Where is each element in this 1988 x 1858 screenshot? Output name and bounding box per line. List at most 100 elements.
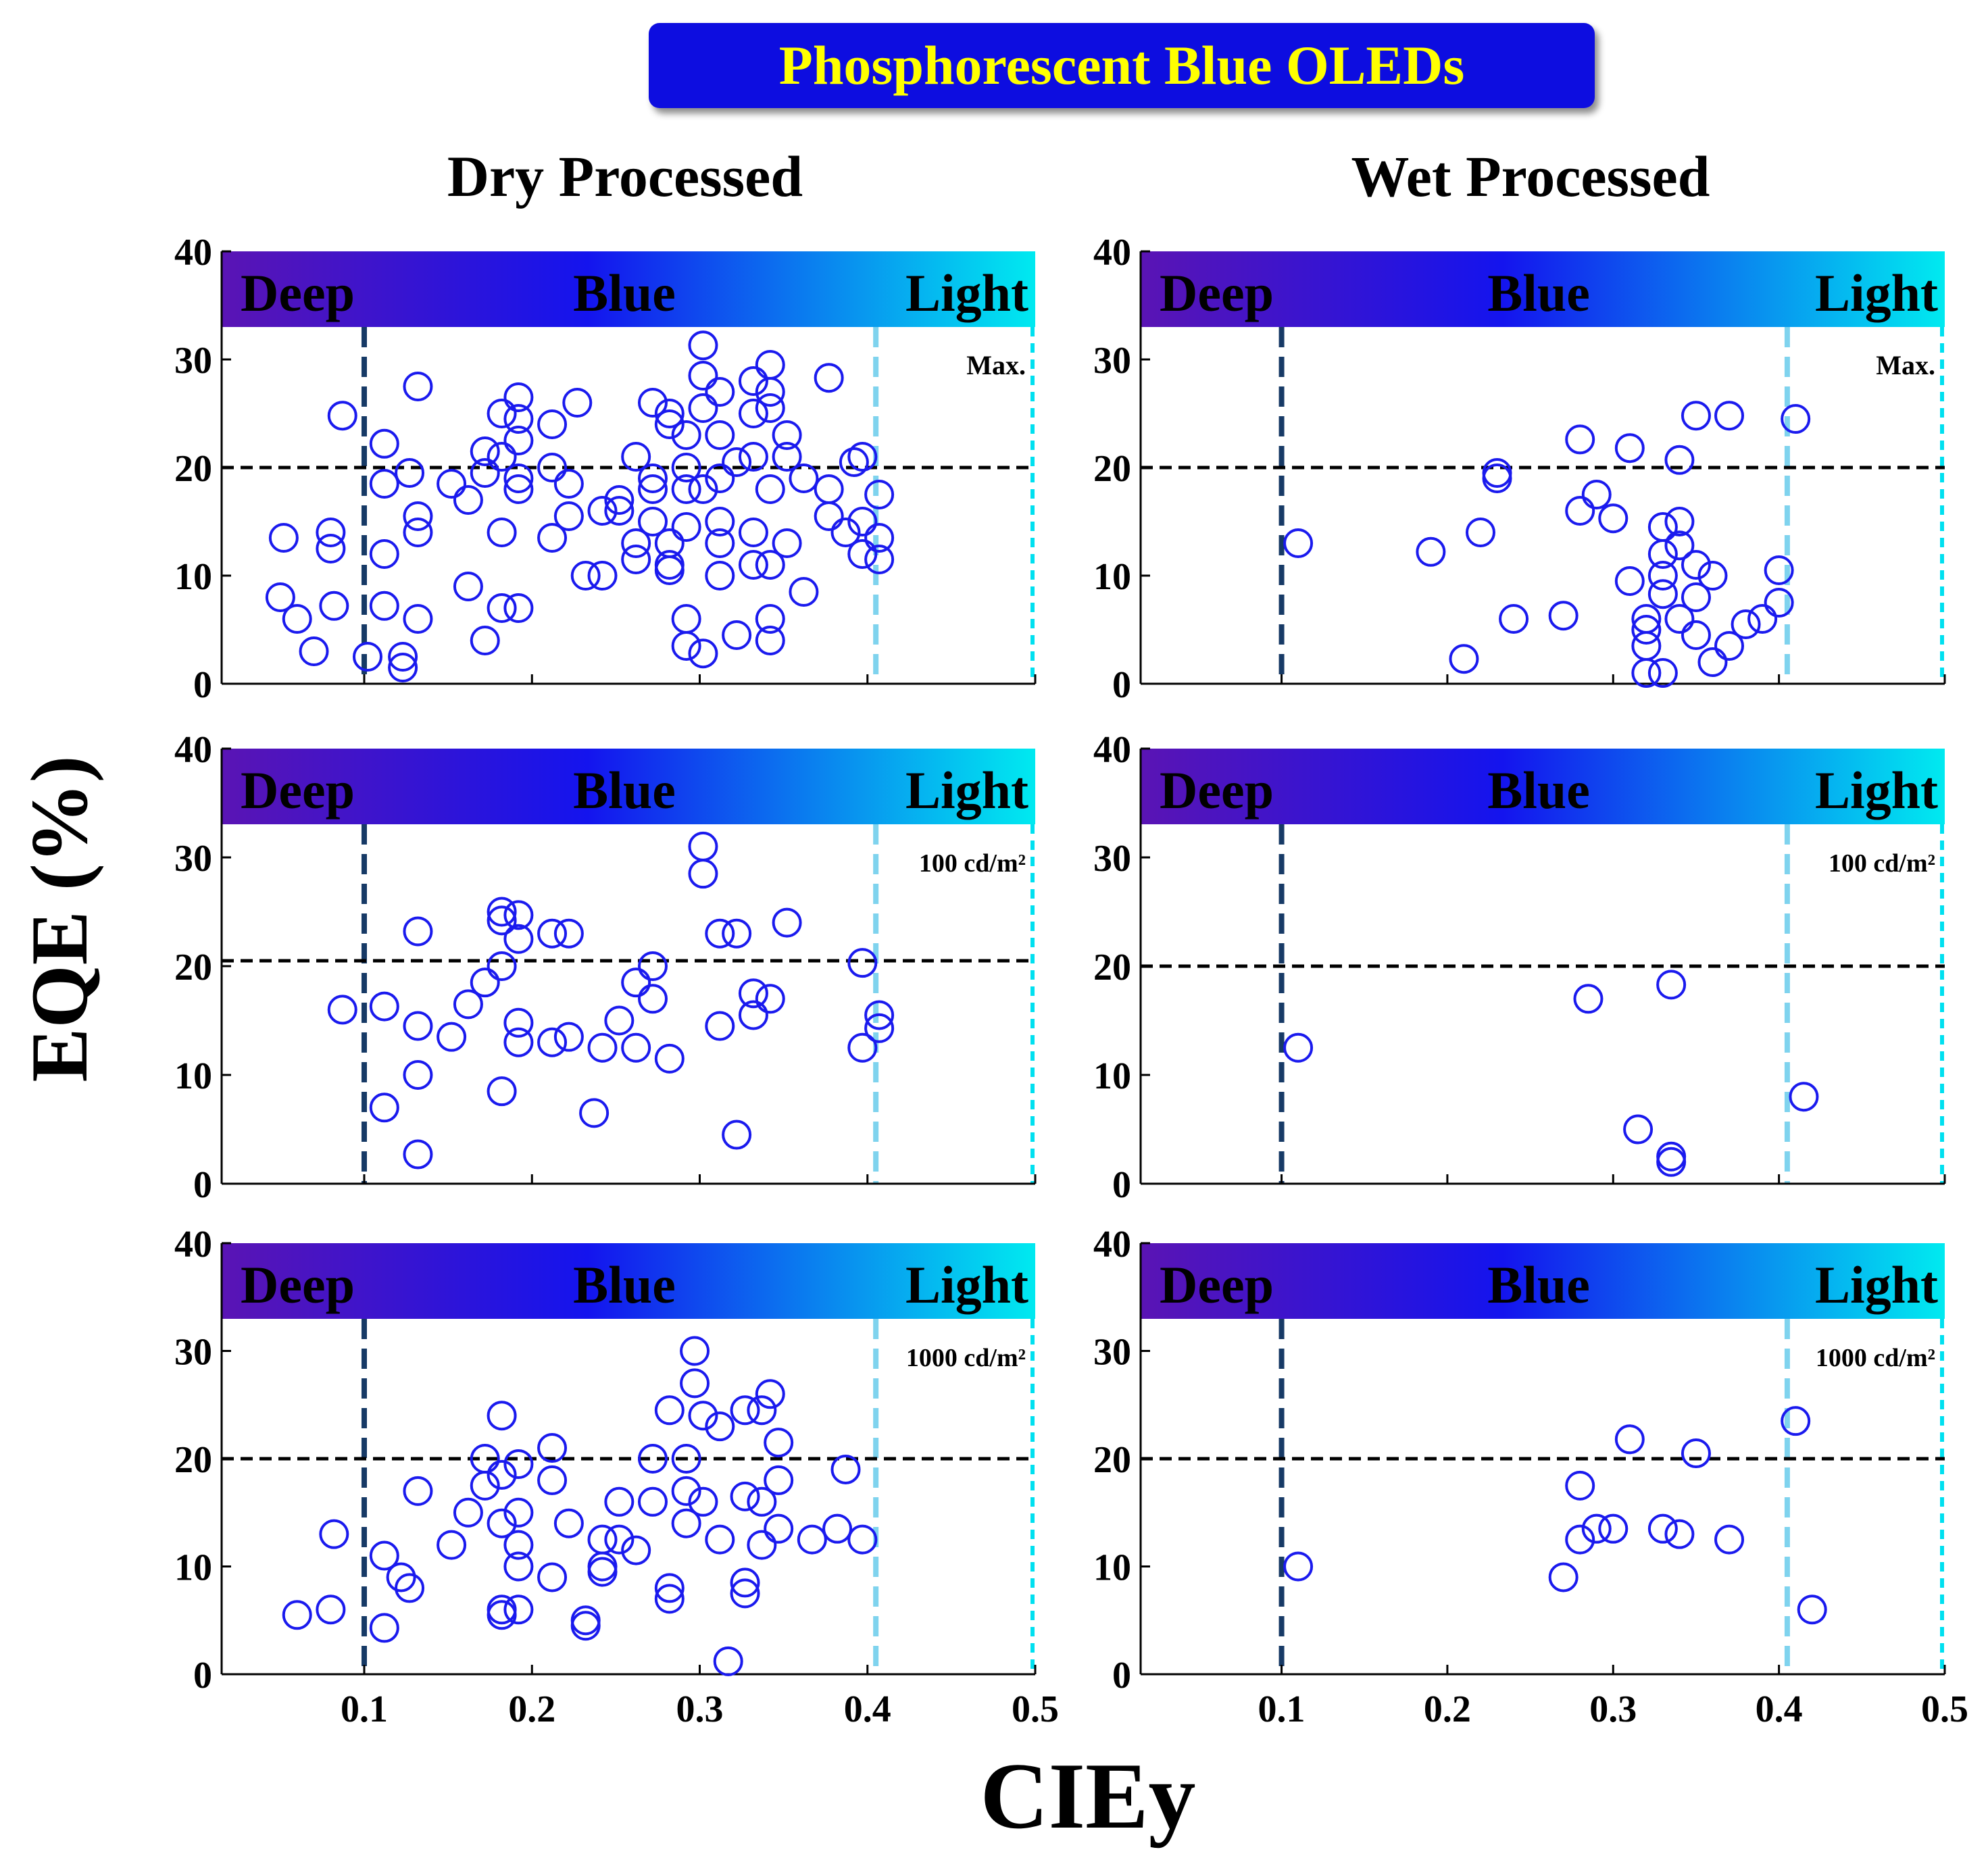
y-axis-label: EQE (%) bbox=[14, 755, 104, 1082]
x-tick-label: 0.2 bbox=[1424, 1688, 1471, 1730]
data-point bbox=[864, 1000, 895, 1030]
data-point bbox=[403, 1139, 433, 1170]
data-point bbox=[1664, 604, 1695, 634]
data-point bbox=[487, 518, 517, 547]
data-point bbox=[722, 620, 752, 650]
y-tick-label: 30 bbox=[1093, 838, 1131, 880]
data-point bbox=[1465, 518, 1495, 547]
data-point bbox=[1598, 503, 1629, 534]
data-point bbox=[621, 968, 651, 998]
data-point bbox=[847, 1032, 878, 1063]
data-point bbox=[797, 1524, 827, 1555]
data-point bbox=[1614, 433, 1645, 463]
data-point bbox=[316, 518, 346, 547]
data-point bbox=[764, 1428, 794, 1458]
data-point bbox=[755, 393, 785, 423]
data-point bbox=[864, 523, 895, 553]
data-point bbox=[403, 1060, 433, 1090]
data-point bbox=[403, 372, 433, 401]
data-point bbox=[503, 900, 534, 930]
color-band bbox=[222, 1243, 1035, 1319]
data-point bbox=[671, 631, 701, 661]
data-point bbox=[503, 1027, 534, 1057]
data-point bbox=[830, 1454, 861, 1484]
data-point bbox=[537, 453, 568, 482]
data-point bbox=[1573, 984, 1604, 1014]
y-tick-label: 20 bbox=[1093, 448, 1131, 490]
data-point bbox=[1714, 401, 1745, 431]
data-point bbox=[403, 1476, 433, 1506]
data-point bbox=[654, 1584, 685, 1614]
data-point bbox=[1647, 1513, 1678, 1544]
data-point bbox=[772, 528, 802, 558]
x-tick-label: 0.5 bbox=[1012, 1688, 1059, 1730]
data-point bbox=[470, 458, 500, 488]
data-point bbox=[1781, 404, 1811, 434]
data-point bbox=[403, 1011, 433, 1041]
data-point bbox=[487, 442, 517, 472]
data-point bbox=[327, 995, 357, 1025]
y-tick-label: 20 bbox=[174, 1439, 212, 1481]
data-point bbox=[470, 1470, 500, 1501]
x-tick-label: 0.3 bbox=[676, 1688, 724, 1730]
data-point bbox=[1731, 609, 1761, 639]
data-point bbox=[772, 420, 802, 450]
data-point bbox=[654, 409, 685, 439]
data-point bbox=[814, 501, 844, 531]
data-point bbox=[705, 1411, 735, 1442]
data-point bbox=[688, 1401, 718, 1431]
band-label-blue: Blue bbox=[573, 263, 676, 322]
data-point bbox=[671, 1444, 701, 1474]
data-point bbox=[671, 474, 701, 504]
x-tick-label: 0.5 bbox=[1921, 1688, 1968, 1730]
band-label-light: Light bbox=[905, 263, 1028, 322]
data-point bbox=[688, 474, 718, 504]
data-point bbox=[403, 916, 433, 947]
data-point bbox=[772, 907, 802, 938]
data-point bbox=[453, 989, 483, 1020]
data-point bbox=[604, 1524, 635, 1555]
data-point bbox=[553, 1022, 584, 1052]
data-point bbox=[637, 951, 668, 981]
y-tick-label: 40 bbox=[1093, 1224, 1131, 1265]
data-point bbox=[487, 905, 517, 936]
data-point bbox=[282, 604, 312, 634]
color-band bbox=[1141, 749, 1945, 824]
data-point bbox=[1681, 620, 1711, 650]
data-point bbox=[352, 642, 382, 672]
data-point bbox=[747, 1530, 777, 1560]
data-point bbox=[319, 591, 349, 621]
data-point bbox=[1656, 970, 1687, 1000]
data-point bbox=[403, 518, 433, 547]
data-point bbox=[1647, 579, 1678, 609]
y-tick-label: 0 bbox=[193, 1164, 212, 1206]
data-point bbox=[562, 388, 593, 418]
data-point bbox=[1789, 1082, 1819, 1112]
band-label-blue: Blue bbox=[1487, 761, 1590, 820]
data-point bbox=[1283, 528, 1314, 558]
band-label-light: Light bbox=[1815, 1255, 1938, 1314]
y-tick-label: 10 bbox=[1093, 1055, 1131, 1097]
data-point bbox=[680, 1368, 710, 1399]
x-tick-label: 0.4 bbox=[1756, 1688, 1803, 1730]
data-point bbox=[671, 1508, 701, 1538]
data-point bbox=[388, 653, 418, 682]
data-point bbox=[713, 1646, 743, 1676]
data-point bbox=[755, 550, 785, 580]
band-label-deep: Deep bbox=[1160, 761, 1274, 820]
data-point bbox=[282, 1600, 312, 1630]
data-point bbox=[369, 428, 399, 459]
data-point bbox=[864, 545, 895, 574]
data-point bbox=[553, 1508, 584, 1538]
band-label-deep: Deep bbox=[241, 1255, 355, 1314]
y-tick-label: 40 bbox=[174, 232, 212, 274]
band-label-deep: Deep bbox=[241, 761, 355, 820]
data-point bbox=[553, 918, 584, 949]
data-point bbox=[587, 1032, 618, 1063]
x-tick-label: 0.2 bbox=[508, 1688, 555, 1730]
y-tick-label: 20 bbox=[1093, 947, 1131, 988]
data-point bbox=[755, 626, 785, 655]
x-tick-label: 0.1 bbox=[341, 1688, 388, 1730]
data-point bbox=[1283, 1032, 1314, 1063]
y-tick-label: 30 bbox=[1093, 340, 1131, 382]
